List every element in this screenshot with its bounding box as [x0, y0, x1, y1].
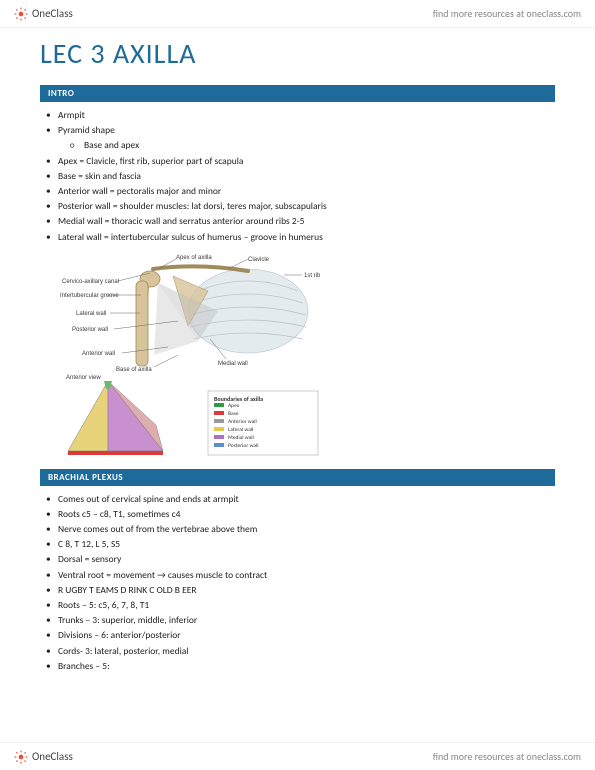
- list-item: Divisions – 6: anterior/posterior: [58, 628, 555, 643]
- list-item: Trunks – 3: superior, middle, inferior: [58, 613, 555, 628]
- list-item: Dorsal = sensory: [58, 552, 555, 567]
- brand-name: OneClass: [32, 7, 73, 20]
- legend-label: Medial wall: [228, 435, 254, 441]
- legend-label: Apex: [228, 403, 240, 409]
- sun-icon: [14, 7, 28, 21]
- list-item: Branches – 5:: [58, 659, 555, 674]
- legend-swatch: [214, 443, 224, 447]
- list-item: Nerve comes out of from the vertebrae ab…: [58, 522, 555, 537]
- list-item: Medial wall = thoracic wall and serratus…: [58, 214, 555, 229]
- brachial-bullets: Comes out of cervical spine and ends at …: [40, 492, 555, 674]
- intro-bullets: ArmpitPyramid shapeBase and apexApex = C…: [40, 108, 555, 245]
- footer-bar: OneClass find more resources at oneclass…: [0, 742, 595, 770]
- diagram-legend: Boundaries of axilla Apex Base Anterior wa…: [208, 391, 318, 455]
- list-item: Base = skin and fascia: [58, 169, 555, 184]
- section-heading-brachial: BRACHIAL PLEXUS: [40, 469, 555, 486]
- brand-logo-footer: OneClass: [14, 750, 73, 764]
- sun-icon: [14, 750, 28, 764]
- list-item: R UGBY T EAMS D RINK C OLD B EER: [58, 583, 555, 598]
- label-rib1: 1st rib: [304, 273, 321, 279]
- label-antview: Anterior view: [66, 375, 101, 381]
- list-item: Roots – 5: c5, 6, 7, 8, T1: [58, 598, 555, 613]
- label-cervico: Cervico-axillary canal: [62, 279, 119, 285]
- axilla-diagram: Apex of axilla Clavicle 1st rib Cervico-…: [58, 251, 555, 461]
- label-inter: Intertubercular groove: [60, 293, 119, 299]
- list-item: Comes out of cervical spine and ends at …: [58, 492, 555, 507]
- header-tagline: find more resources at oneclass.com: [433, 7, 581, 20]
- list-item: Cords- 3: lateral, posterior, medial: [58, 644, 555, 659]
- list-item: Apex = Clavicle, first rib, superior par…: [58, 154, 555, 169]
- label-posterior: Posterior wall: [72, 327, 108, 333]
- legend-swatch: [214, 419, 224, 423]
- label-lateral: Lateral wall: [76, 311, 106, 317]
- label-base: Base of axilla: [116, 367, 152, 373]
- legend-label: Base: [228, 411, 239, 417]
- legend-label: Posterior wall: [228, 443, 259, 449]
- label-apex: Apex of axilla: [176, 255, 212, 261]
- legend-label: Anterior wall: [228, 419, 257, 425]
- label-anterior: Anterior wall: [82, 351, 115, 357]
- label-clavicle: Clavicle: [248, 257, 270, 263]
- list-item: Pyramid shape: [58, 123, 555, 138]
- section-heading-intro: INTRO: [40, 85, 555, 102]
- legend-swatch: [214, 403, 224, 407]
- legend-swatch: [214, 411, 224, 415]
- list-item: Lateral wall = intertubercular sulcus of…: [58, 230, 555, 245]
- list-item: Posterior wall = shoulder muscles: lat d…: [58, 199, 555, 214]
- list-item: Armpit: [58, 108, 555, 123]
- header-bar: OneClass find more resources at oneclass…: [0, 0, 595, 28]
- brand-name-footer: OneClass: [32, 750, 73, 763]
- legend-swatch: [214, 435, 224, 439]
- legend-swatch: [214, 427, 224, 431]
- label-medial: Medial wall: [218, 361, 248, 367]
- brand-logo: OneClass: [14, 7, 73, 21]
- page-content: LEC 3 AXILLA INTRO ArmpitPyramid shapeBa…: [40, 36, 555, 734]
- list-item: Base and apex: [84, 138, 555, 153]
- list-item: Ventral root = movement → causes muscle …: [58, 568, 555, 583]
- legend-label: Lateral wall: [228, 427, 253, 433]
- legend-title: Boundaries of axilla: [214, 395, 263, 403]
- list-item: Anterior wall = pectoralis major and min…: [58, 184, 555, 199]
- pyramid-schematic-icon: [68, 381, 163, 455]
- list-item: Roots c5 – c8, T1, sometimes c4: [58, 507, 555, 522]
- page-title: LEC 3 AXILLA: [40, 36, 555, 71]
- footer-tagline: find more resources at oneclass.com: [433, 750, 581, 763]
- list-item: C 8, T 12, L 5, S5: [58, 537, 555, 552]
- axilla-anatomy-icon: [106, 259, 308, 367]
